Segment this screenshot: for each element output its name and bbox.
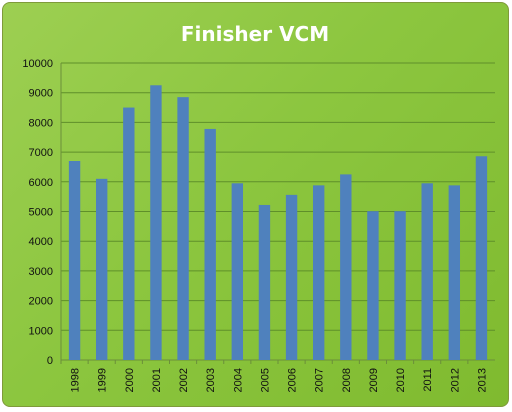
y-tick-label: 9000 (29, 88, 53, 100)
y-tick-label: 0 (47, 355, 53, 367)
bar-2006 (285, 194, 298, 360)
bar-2010 (394, 211, 406, 360)
bar-2005 (258, 204, 271, 360)
bar-2002 (177, 97, 189, 360)
bar-2011 (421, 183, 433, 360)
bar-2004 (231, 183, 244, 360)
bar-2009 (367, 211, 379, 360)
x-tick-label: 1998 (70, 368, 82, 392)
bar-2000 (123, 107, 135, 360)
x-tick-label: 2005 (259, 368, 271, 392)
x-tick-label: 2001 (151, 368, 163, 392)
chart-frame: Finisher VCM 0 1000 2000 3000 4000 5000 6000 70… (2, 2, 509, 407)
chart-title: Finisher VCM (181, 22, 329, 46)
bar-1998 (68, 161, 81, 360)
bar-2001 (150, 85, 162, 361)
bar-2013 (475, 156, 488, 360)
x-tick-label: 2012 (449, 368, 461, 392)
x-tick-label: 2008 (341, 368, 353, 392)
y-tick-label: 1000 (29, 325, 53, 337)
y-tick-labels: 0 1000 2000 3000 4000 5000 6000 7000 8000 9000 100… (22, 58, 53, 367)
y-tick-label: 10000 (22, 58, 53, 70)
bar-1999 (95, 178, 108, 360)
bars (68, 85, 488, 361)
y-tick-label: 3000 (29, 266, 53, 278)
x-tick-label: 2009 (368, 368, 380, 392)
x-tick-labels: 1998 1999 2000 2001 2002 2003 2004 2005 2006 2007… (70, 368, 489, 392)
y-tick-label: 6000 (29, 177, 53, 189)
y-tick-label: 5000 (29, 207, 53, 219)
bar-2003 (204, 128, 216, 360)
x-tick-label: 2013 (476, 368, 488, 392)
x-tick-label: 2003 (205, 368, 217, 392)
bar-2012 (448, 185, 461, 360)
x-tick-label: 2002 (178, 368, 190, 392)
x-tick-label: 2004 (232, 368, 244, 392)
x-tick-label: 2000 (124, 368, 136, 392)
x-tick-label: 1999 (97, 368, 109, 392)
x-tick-label: 2006 (287, 368, 299, 392)
bar-2008 (340, 174, 352, 360)
y-tick-label: 4000 (29, 236, 53, 248)
y-tick-label: 8000 (29, 117, 53, 129)
y-tick-label: 7000 (29, 147, 53, 159)
x-tick-label: 2007 (314, 368, 326, 392)
bar-chart: Finisher VCM 0 1000 2000 3000 4000 5000 6000 70… (22, 22, 495, 392)
x-tick-label: 2011 (422, 368, 434, 392)
x-tick-label: 2010 (395, 368, 407, 392)
bar-2007 (312, 185, 325, 360)
y-tick-label: 2000 (29, 296, 53, 308)
